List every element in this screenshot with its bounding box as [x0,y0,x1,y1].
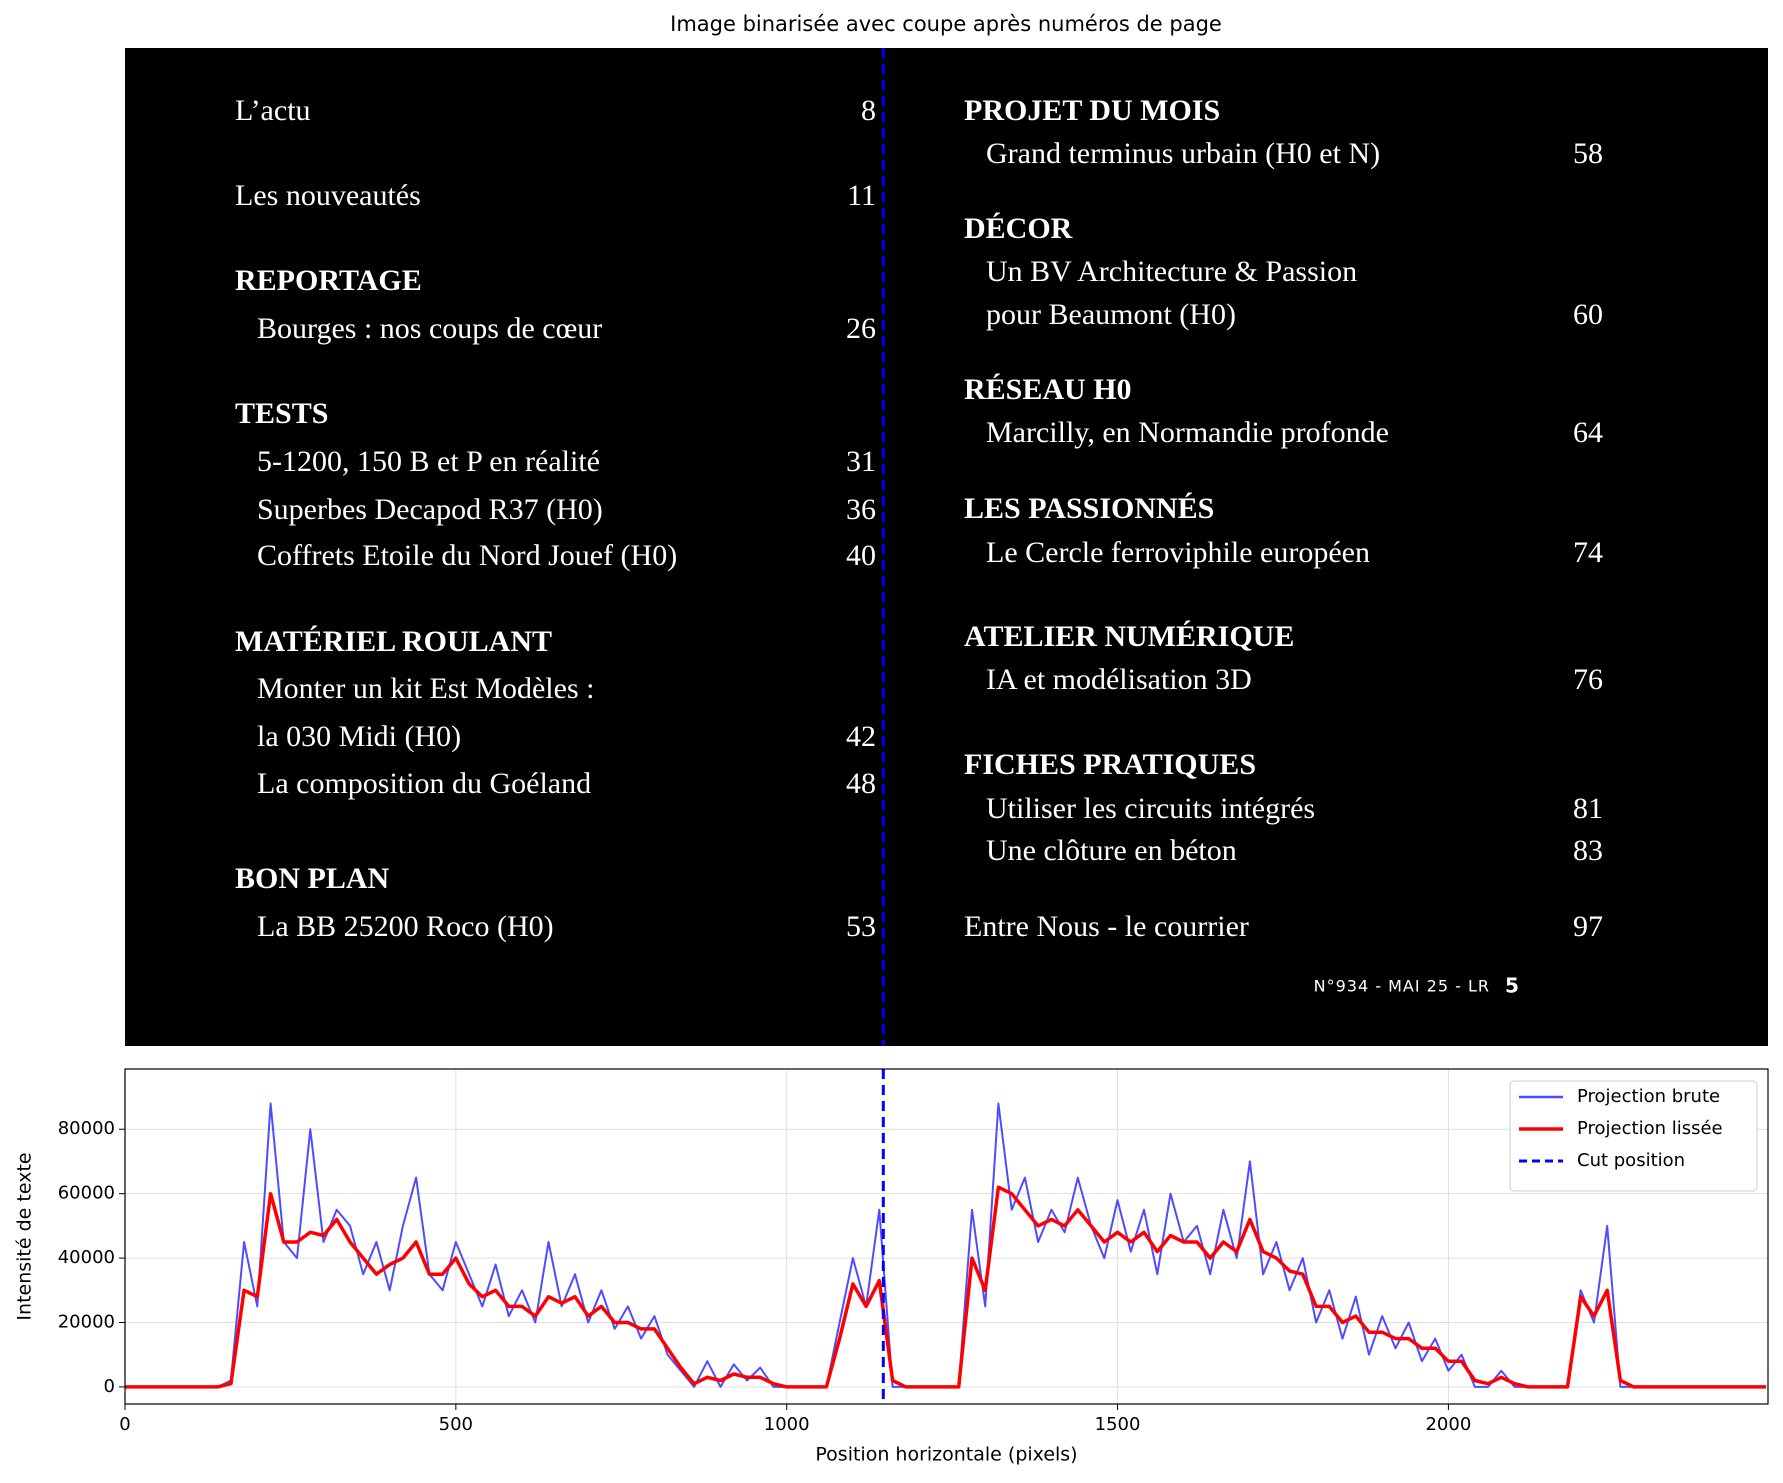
toc-entry: IA et modélisation 3D [986,663,1252,696]
x-tick-label: 500 [439,1414,473,1435]
chart: 0 500 1000 1500 2000020000400006000080000Pos… [14,1068,1769,1466]
page-number: 40 [846,539,876,572]
series-line [125,1185,1766,1389]
x-axis-label: Position horizontale (pixels) [815,1444,1077,1466]
y-tick-label: 20000 [58,1312,115,1333]
toc-entry: Monter un kit Est Modèles : [257,672,594,705]
toc-entry: La composition du Goéland [257,767,591,800]
y-tick-label: 40000 [58,1247,115,1268]
legend-label: Projection brute [1577,1086,1720,1107]
toc-entry: L’actu [235,94,311,127]
page-number: 74 [1573,536,1603,569]
page-number: 58 [1573,137,1603,170]
y-tick-label: 80000 [58,1118,115,1139]
footer-page: 5 [1505,974,1519,998]
page-number: 11 [847,179,876,212]
y-axis-label: Intensité de texte [14,1152,36,1320]
section-heading: ATELIER NUMÉRIQUE [964,620,1294,653]
toc-entry: La BB 25200 Roco (H0) [257,910,554,943]
plot-frame [124,1068,1769,1405]
page-number: 42 [846,720,876,753]
page-number: 81 [1573,792,1603,825]
section-heading: DÉCOR [964,212,1073,245]
x-tick-label: 2000 [1425,1414,1471,1435]
page-number: 8 [861,94,876,127]
section-heading: TESTS [235,397,328,430]
legend-label: Projection lissée [1577,1118,1723,1139]
x-tick-label: 1000 [764,1414,810,1435]
legend-box [1509,1080,1758,1192]
toc-entry: Grand terminus urbain (H0 et N) [986,137,1380,170]
section-heading: BON PLAN [235,862,390,895]
page-number: 36 [846,493,876,526]
section-heading: FICHES PRATIQUES [964,748,1256,781]
page-number: 97 [1573,910,1603,943]
y-tick-label: 0 [104,1376,115,1397]
page-number: 53 [846,910,876,943]
toc: L’actu 8 Les nouveautés 11 REPORTAGE Bourges … [235,48,1603,1046]
toc-entry: pour Beaumont (H0) [986,298,1236,331]
image-title: Image binarisée avec coupe après numéros… [670,12,1222,36]
toc-entry: Utiliser les circuits intégrés [986,792,1315,825]
toc-entry: Entre Nous - le courrier [964,910,1249,943]
x-tick-label: 1500 [1095,1414,1141,1435]
y-tick-label: 60000 [58,1183,115,1204]
toc-entry: Superbes Decapod R37 (H0) [257,493,603,526]
section-heading: MATÉRIEL ROULANT [235,625,552,658]
section-heading: RÉSEAU H0 [964,373,1132,406]
page-number: 26 [846,312,876,345]
page-number: 76 [1573,663,1603,696]
section-heading: LES PASSIONNÉS [964,492,1214,525]
toc-entry: Une clôture en béton [986,834,1237,867]
toc-entry: la 030 Midi (H0) [257,720,461,753]
page-number: 64 [1573,416,1603,449]
legend-label: Cut position [1577,1150,1685,1171]
x-tick-label: 0 [119,1414,130,1435]
binarized-image [125,48,1768,1046]
toc-entry: Le Cercle ferroviphile européen [986,536,1370,569]
footer-issue: N°934 - MAI 25 - LR [1314,977,1490,996]
page-number: 31 [846,445,876,478]
toc-entry: Un BV Architecture & Passion [986,255,1357,288]
page-number: 83 [1573,834,1603,867]
section-heading: REPORTAGE [235,264,422,297]
toc-entry: Coffrets Etoile du Nord Jouef (H0) [257,539,677,572]
section-heading: PROJET DU MOIS [964,94,1220,127]
toc-entry: Bourges : nos coups de cœur [257,312,602,345]
toc-entry: Marcilly, en Normandie profonde [986,416,1389,449]
page-number: 48 [846,767,876,800]
page-number: 60 [1573,298,1603,331]
toc-entry: Les nouveautés [235,179,421,212]
toc-entry: 5-1200, 150 B et P en réalité [257,445,600,478]
